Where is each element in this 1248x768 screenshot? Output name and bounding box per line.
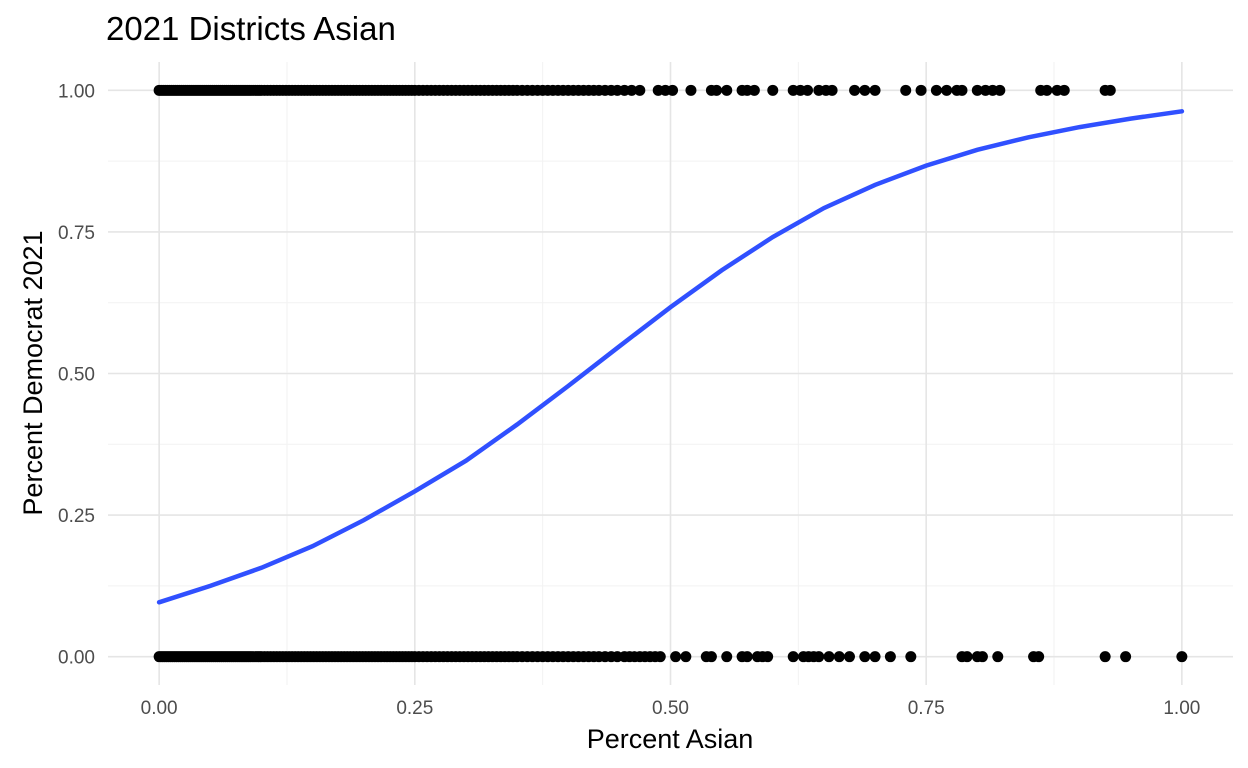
data-point [767, 84, 779, 96]
data-point [826, 84, 838, 96]
x-tick-label: 0.75 [908, 698, 945, 719]
data-points [153, 84, 1188, 663]
fit-curve [156, 109, 1185, 605]
data-point [680, 651, 692, 663]
data-point [1104, 84, 1116, 96]
data-point [884, 651, 896, 663]
data-point [941, 84, 953, 96]
data-point [843, 651, 855, 663]
data-point [1099, 651, 1111, 663]
data-point [711, 84, 723, 96]
data-point [849, 84, 861, 96]
data-point [869, 651, 881, 663]
data-point [626, 84, 638, 96]
data-point [976, 651, 988, 663]
x-axis-title: Percent Asian [587, 724, 754, 754]
data-point [762, 651, 774, 663]
y-tick-label: 0.00 [58, 648, 95, 669]
data-point [721, 84, 733, 96]
y-tick-label: 1.00 [58, 81, 95, 102]
data-point [748, 84, 760, 96]
data-point [1176, 651, 1188, 663]
data-point [802, 84, 814, 96]
data-point [634, 84, 646, 96]
data-point [994, 84, 1006, 96]
data-point [787, 651, 799, 663]
x-tick-label: 0.00 [141, 698, 178, 719]
data-point [1058, 84, 1070, 96]
data-point [1120, 651, 1132, 663]
data-point [670, 651, 682, 663]
data-point [813, 651, 825, 663]
data-point [956, 84, 968, 96]
x-tick-label: 1.00 [1163, 698, 1200, 719]
chart-title: 2021 Districts Asian [106, 10, 396, 47]
data-point [971, 84, 983, 96]
data-point [833, 651, 845, 663]
x-axis-ticks: 0.00 0.25 0.50 0.75 1.00 [141, 698, 1201, 719]
y-tick-label: 0.75 [58, 223, 95, 244]
x-tick-label: 0.25 [396, 698, 433, 719]
data-point [667, 84, 679, 96]
data-point [930, 84, 942, 96]
y-tick-label: 0.50 [58, 365, 95, 386]
data-point [654, 651, 666, 663]
data-point [741, 651, 753, 663]
y-tick-label: 0.25 [58, 506, 95, 527]
x-tick-label: 0.50 [652, 698, 689, 719]
data-point [685, 84, 697, 96]
data-point [900, 84, 912, 96]
data-point [961, 651, 973, 663]
data-point [915, 84, 927, 96]
data-point [705, 651, 717, 663]
y-axis-ticks: 0.00 0.25 0.50 0.75 1.00 [58, 81, 95, 668]
data-point [905, 651, 917, 663]
data-point [869, 84, 881, 96]
plot-grid [108, 62, 1233, 685]
data-point [823, 651, 835, 663]
data-point [859, 651, 871, 663]
data-point [721, 651, 733, 663]
data-point [1041, 84, 1053, 96]
data-point [859, 84, 871, 96]
data-point [992, 651, 1004, 663]
data-point [1033, 651, 1045, 663]
y-axis-title: Percent Democrat 2021 [18, 230, 48, 515]
